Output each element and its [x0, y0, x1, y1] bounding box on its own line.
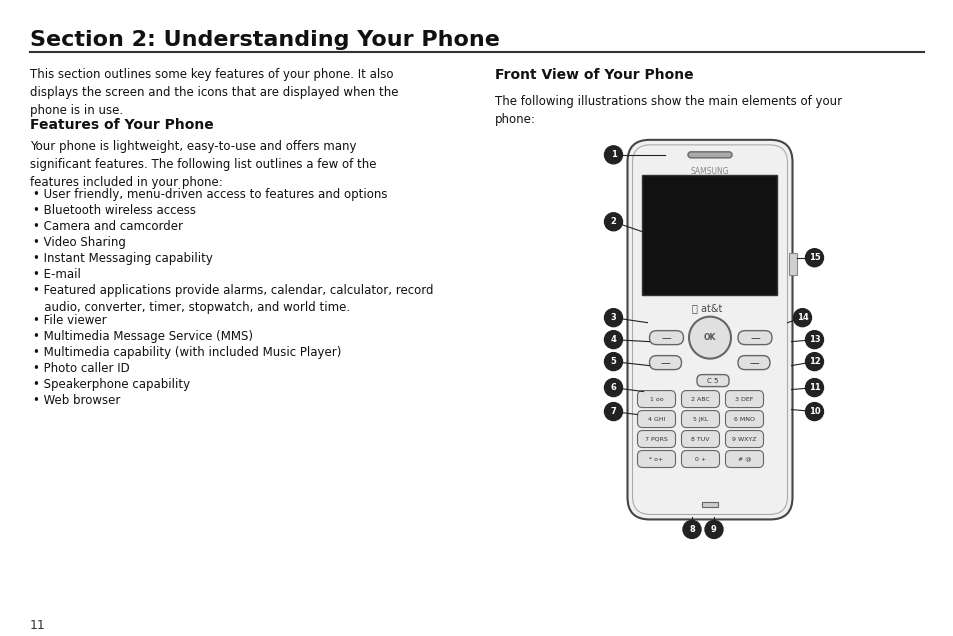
Text: Section 2: Understanding Your Phone: Section 2: Understanding Your Phone — [30, 30, 499, 50]
Bar — [701, 502, 718, 508]
Bar — [641, 175, 777, 294]
Text: This section outlines some key features of your phone. It also
displays the scre: This section outlines some key features … — [30, 68, 398, 117]
Text: • Featured applications provide alarms, calendar, calculator, record
   audio, c: • Featured applications provide alarms, … — [33, 284, 433, 314]
Circle shape — [604, 331, 622, 349]
FancyBboxPatch shape — [697, 375, 728, 387]
Text: * o+: * o+ — [649, 457, 663, 462]
Text: ⓐ at&t: ⓐ at&t — [691, 303, 721, 313]
Text: 10: 10 — [808, 407, 820, 416]
Circle shape — [604, 213, 622, 231]
Circle shape — [804, 352, 822, 371]
Text: • Web browser: • Web browser — [33, 394, 120, 406]
Text: 13: 13 — [808, 335, 820, 344]
Text: SAMSUNG: SAMSUNG — [690, 167, 728, 176]
FancyBboxPatch shape — [680, 391, 719, 408]
Text: • E-mail: • E-mail — [33, 268, 81, 280]
Text: • Multimedia capability (with included Music Player): • Multimedia capability (with included M… — [33, 345, 341, 359]
Text: C 5: C 5 — [706, 378, 718, 384]
FancyBboxPatch shape — [627, 140, 792, 520]
Text: • File viewer: • File viewer — [33, 314, 107, 327]
Text: 11: 11 — [30, 619, 46, 632]
Circle shape — [604, 146, 622, 164]
Text: 2: 2 — [610, 218, 616, 226]
Text: 7 PQRS: 7 PQRS — [644, 436, 667, 441]
Text: 3 DEF: 3 DEF — [735, 397, 753, 401]
Text: 6: 6 — [610, 383, 616, 392]
Text: Features of Your Phone: Features of Your Phone — [30, 118, 213, 132]
Circle shape — [804, 403, 822, 420]
Text: —: — — [661, 333, 671, 343]
Text: 12: 12 — [808, 357, 820, 366]
Text: 15: 15 — [808, 253, 820, 262]
Text: • Instant Messaging capability: • Instant Messaging capability — [33, 252, 213, 265]
Text: • User friendly, menu-driven access to features and options: • User friendly, menu-driven access to f… — [33, 188, 387, 201]
Text: • Speakerphone capability: • Speakerphone capability — [33, 378, 190, 391]
Text: 14: 14 — [796, 313, 807, 322]
Text: 8 TUV: 8 TUV — [691, 436, 709, 441]
Text: 1 oo: 1 oo — [649, 397, 662, 401]
Bar — [789, 252, 797, 275]
FancyBboxPatch shape — [724, 450, 762, 467]
Text: • Camera and camcorder: • Camera and camcorder — [33, 220, 183, 233]
Circle shape — [688, 317, 730, 359]
FancyBboxPatch shape — [637, 411, 675, 427]
Text: 1: 1 — [610, 150, 616, 160]
Text: 9: 9 — [710, 525, 716, 534]
Text: —: — — [748, 357, 758, 368]
Text: 6 MNO: 6 MNO — [733, 417, 754, 422]
Circle shape — [682, 520, 700, 539]
FancyBboxPatch shape — [724, 411, 762, 427]
FancyBboxPatch shape — [637, 391, 675, 408]
Text: • Bluetooth wireless access: • Bluetooth wireless access — [33, 204, 195, 217]
Text: 0 +: 0 + — [694, 457, 705, 462]
Circle shape — [804, 249, 822, 266]
Text: 9 WXYZ: 9 WXYZ — [732, 436, 756, 441]
Text: 5: 5 — [610, 357, 616, 366]
Text: 4: 4 — [610, 335, 616, 344]
Circle shape — [604, 403, 622, 420]
Text: Front View of Your Phone: Front View of Your Phone — [495, 68, 693, 82]
Text: # @: # @ — [737, 457, 750, 462]
FancyBboxPatch shape — [680, 411, 719, 427]
FancyBboxPatch shape — [687, 152, 731, 158]
FancyBboxPatch shape — [680, 450, 719, 467]
FancyBboxPatch shape — [724, 431, 762, 448]
Text: —: — — [749, 333, 760, 343]
FancyBboxPatch shape — [738, 331, 771, 345]
FancyBboxPatch shape — [637, 431, 675, 448]
Circle shape — [793, 308, 811, 327]
FancyBboxPatch shape — [724, 391, 762, 408]
Text: 11: 11 — [808, 383, 820, 392]
Text: The following illustrations show the main elements of your
phone:: The following illustrations show the mai… — [495, 95, 841, 126]
FancyBboxPatch shape — [680, 431, 719, 448]
Circle shape — [704, 520, 722, 539]
Text: Your phone is lightweight, easy-to-use and offers many
significant features. The: Your phone is lightweight, easy-to-use a… — [30, 140, 376, 189]
Text: 5 JKL: 5 JKL — [692, 417, 707, 422]
Text: • Photo caller ID: • Photo caller ID — [33, 362, 130, 375]
Circle shape — [804, 378, 822, 397]
Text: 8: 8 — [688, 525, 694, 534]
Text: OK: OK — [703, 333, 716, 342]
Text: 4 GHI: 4 GHI — [647, 417, 664, 422]
Text: 2 ABC: 2 ABC — [690, 397, 709, 401]
Circle shape — [604, 352, 622, 371]
Text: —: — — [659, 357, 670, 368]
FancyBboxPatch shape — [649, 331, 682, 345]
Circle shape — [604, 308, 622, 327]
Text: • Multimedia Message Service (MMS): • Multimedia Message Service (MMS) — [33, 329, 253, 343]
FancyBboxPatch shape — [738, 356, 769, 370]
Circle shape — [604, 378, 622, 397]
FancyBboxPatch shape — [649, 356, 680, 370]
Text: 3: 3 — [610, 313, 616, 322]
FancyBboxPatch shape — [637, 450, 675, 467]
Text: 7: 7 — [610, 407, 616, 416]
Text: • Video Sharing: • Video Sharing — [33, 236, 126, 249]
Circle shape — [804, 331, 822, 349]
